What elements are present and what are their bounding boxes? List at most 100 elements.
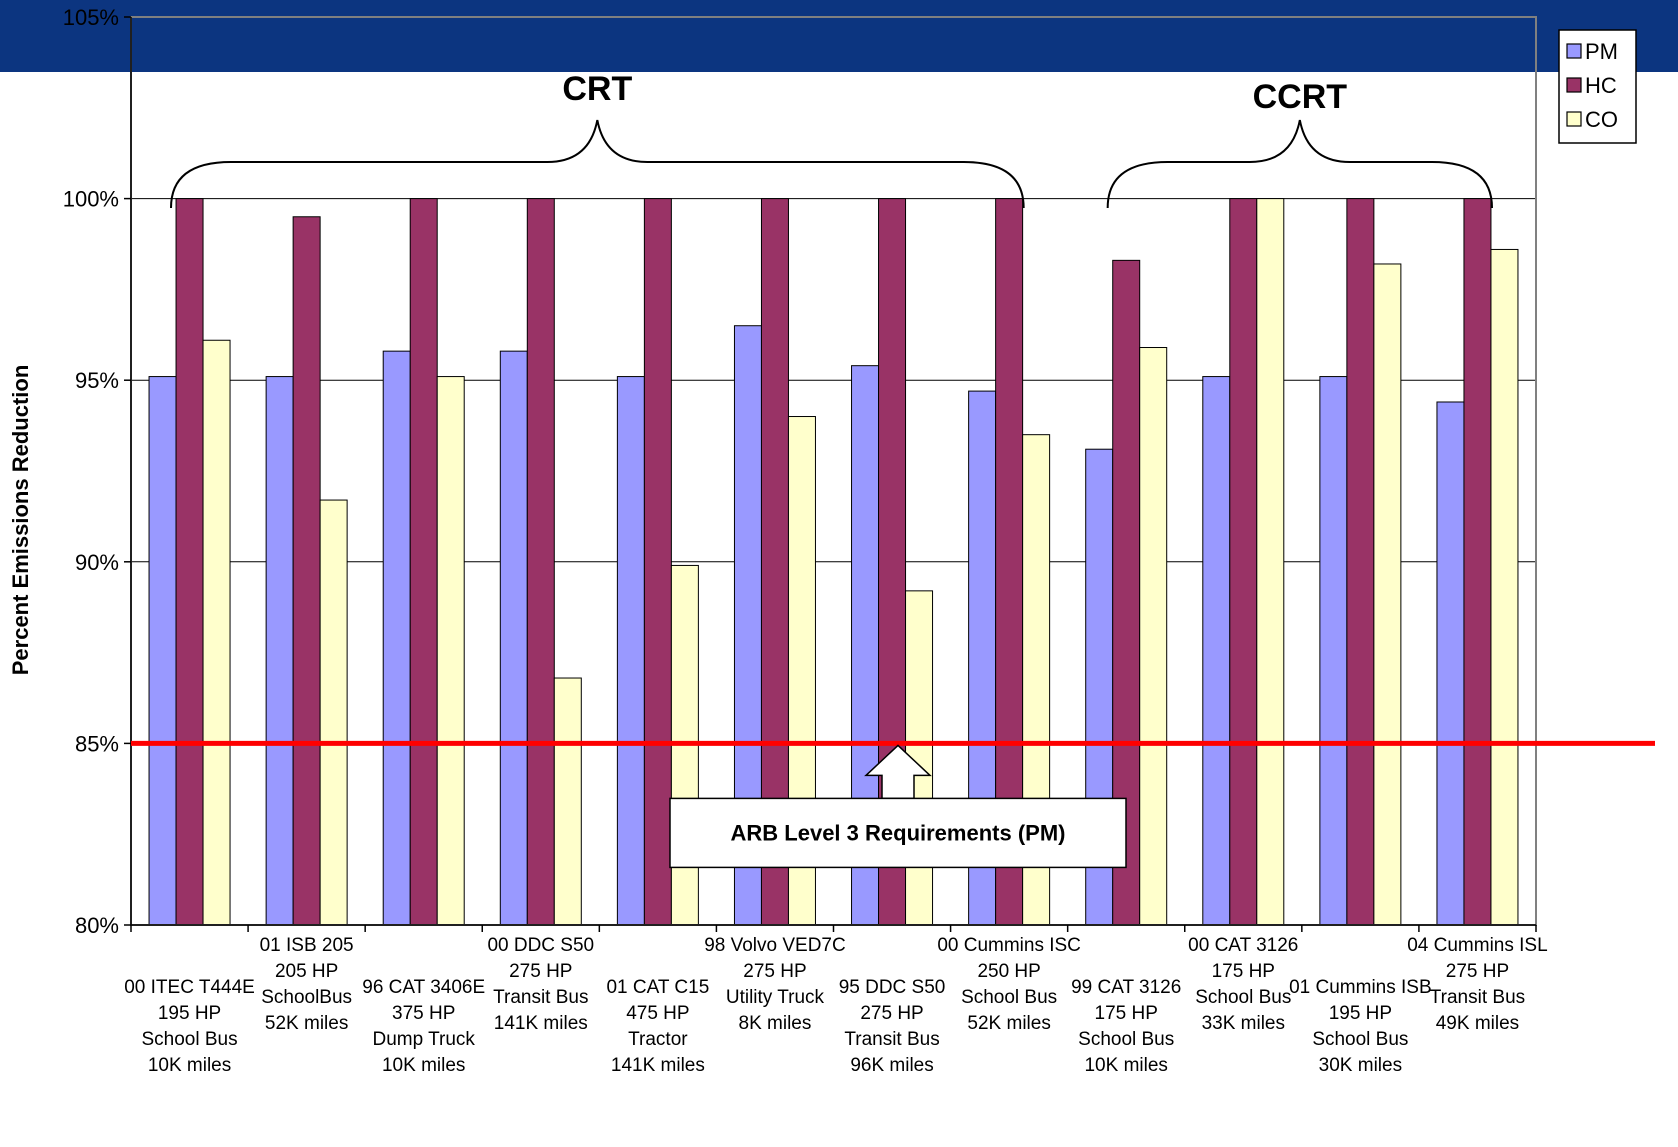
- category-label-line: 10K miles: [1084, 1055, 1167, 1076]
- group-braces: CRT CCRT: [170, 70, 1493, 209]
- category-label-8: 99 CAT 3126 175 HP School Bus 10K miles: [1071, 977, 1181, 1076]
- group-brace-crt: [170, 119, 1025, 209]
- category-label-line: 52K miles: [967, 1013, 1050, 1034]
- category-label-line: Dump Truck: [372, 1029, 475, 1050]
- category-label-line: 175 HP: [1095, 1003, 1158, 1024]
- bar-hc-3: [526, 198, 555, 926]
- bar-co-3: [553, 677, 582, 926]
- category-label-line: SchoolBus: [261, 987, 352, 1008]
- category-label-line: 275 HP: [1446, 961, 1509, 982]
- legend-label-pm: PM: [1585, 39, 1618, 64]
- category-label-line: School Bus: [141, 1029, 237, 1050]
- bar-pm-9: [1202, 376, 1231, 926]
- category-label-line: 195 HP: [1329, 1003, 1392, 1024]
- group-brace-ccrt: [1106, 119, 1493, 209]
- category-label-line: 96 CAT 3406E: [362, 977, 485, 998]
- category-label-line: 141K miles: [611, 1055, 705, 1076]
- bar-hc-10: [1346, 198, 1375, 926]
- category-label-10: 01 Cummins ISB 195 HP School Bus 30K miles: [1289, 977, 1432, 1076]
- y-tick-label-80%: 80%: [75, 913, 119, 938]
- category-label-line: 96K miles: [850, 1055, 933, 1076]
- category-label-5: 98 Volvo VED7C 275 HP Utility Truck 8K mile…: [704, 935, 846, 1034]
- reference-line-group: ARB Level 3 Requirements (PM): [131, 740, 1655, 869]
- category-label-line: 375 HP: [392, 1003, 455, 1024]
- category-label-line: 195 HP: [158, 1003, 221, 1024]
- legend: PM HC CO: [1558, 29, 1637, 144]
- bar-hc-1: [292, 216, 321, 926]
- group-label-crt: CRT: [562, 70, 632, 108]
- category-label-line: 250 HP: [977, 961, 1040, 982]
- category-label-6: 95 DDC S50 275 HP Transit Bus 96K miles: [839, 977, 946, 1076]
- bar-hc-11: [1463, 198, 1492, 926]
- category-label-line: 95 DDC S50: [839, 977, 946, 998]
- category-label-line: Transit Bus: [844, 1029, 939, 1050]
- category-label-9: 00 CAT 3126 175 HP School Bus 33K miles: [1188, 935, 1298, 1034]
- bar-pm-2: [382, 350, 411, 926]
- bar-pm-11: [1436, 401, 1465, 926]
- category-label-line: Utility Truck: [726, 987, 825, 1008]
- category-label-line: 275 HP: [860, 1003, 923, 1024]
- category-label-0: 00 ITEC T444E 195 HP School Bus 10K miles: [124, 977, 255, 1076]
- category-label-1: 01 ISB 205 205 HP SchoolBus 52K miles: [260, 935, 354, 1034]
- category-label-line: 10K miles: [382, 1055, 465, 1076]
- category-label-line: School Bus: [1312, 1029, 1408, 1050]
- category-label-line: 49K miles: [1436, 1013, 1519, 1034]
- y-tick-label-100%: 100%: [63, 187, 119, 212]
- annotation-box: [669, 797, 1127, 869]
- legend-swatch-pm: [1566, 43, 1582, 59]
- bar-pm-10: [1319, 376, 1348, 926]
- category-label-line: 175 HP: [1212, 961, 1275, 982]
- bar-hc-4: [643, 198, 672, 926]
- category-label-line: 00 CAT 3126: [1188, 935, 1298, 956]
- category-labels: 00 ITEC T444E 195 HP School Bus 10K miles 01…: [124, 935, 1547, 1076]
- y-tick-label-95%: 95%: [75, 368, 119, 393]
- bar-co-8: [1139, 347, 1168, 926]
- legend-swatch-hc: [1566, 77, 1582, 93]
- bar-co-2: [436, 376, 465, 926]
- y-tick-label-105%: 105%: [63, 5, 119, 30]
- y-tick-label-85%: 85%: [75, 731, 119, 756]
- category-label-line: 00 DDC S50: [487, 935, 594, 956]
- bar-pm-4: [616, 376, 645, 926]
- bar-co-11: [1490, 248, 1519, 926]
- category-label-line: Tractor: [628, 1029, 688, 1050]
- category-label-line: Transit Bus: [493, 987, 588, 1008]
- group-label-ccrt: CCRT: [1253, 78, 1348, 116]
- category-label-line: School Bus: [1195, 987, 1291, 1008]
- annotation-text: ARB Level 3 Requirements (PM): [731, 820, 1066, 845]
- category-label-7: 00 Cummins ISC 250 HP School Bus 52K miles: [937, 935, 1081, 1034]
- category-label-3: 00 DDC S50 275 HP Transit Bus 141K miles: [487, 935, 594, 1034]
- bar-co-9: [1256, 198, 1285, 926]
- category-label-line: 8K miles: [739, 1013, 812, 1034]
- legend-swatch-co: [1566, 111, 1582, 127]
- category-label-line: School Bus: [1078, 1029, 1174, 1050]
- category-label-line: 01 CAT C15: [606, 977, 709, 998]
- category-label-line: 01 ISB 205: [260, 935, 354, 956]
- category-label-line: 01 Cummins ISB: [1289, 977, 1432, 998]
- category-label-line: 99 CAT 3126: [1071, 977, 1181, 998]
- category-label-line: 141K miles: [494, 1013, 588, 1034]
- bar-pm-0: [148, 376, 177, 926]
- category-label-11: 04 Cummins ISL 275 HP Transit Bus 49K miles: [1407, 935, 1547, 1034]
- category-label-line: 10K miles: [148, 1055, 231, 1076]
- category-label-line: 98 Volvo VED7C: [704, 935, 846, 956]
- category-label-line: 52K miles: [265, 1013, 348, 1034]
- category-label-line: 275 HP: [509, 961, 572, 982]
- axes: [124, 16, 1537, 932]
- bar-co-10: [1373, 263, 1402, 926]
- category-label-line: 00 ITEC T444E: [124, 977, 255, 998]
- category-label-line: Transit Bus: [1430, 987, 1525, 1008]
- bar-co-0: [202, 339, 231, 926]
- legend-label-co: CO: [1585, 107, 1618, 132]
- bar-pm-1: [265, 376, 294, 926]
- category-label-4: 01 CAT C15 475 HP Tractor 141K miles: [606, 977, 709, 1076]
- bar-co-1: [319, 499, 348, 926]
- bar-hc-2: [409, 198, 438, 926]
- category-label-line: 205 HP: [275, 961, 338, 982]
- y-axis-label: Percent Emissions Reduction: [8, 365, 33, 676]
- header-band: [0, 0, 1678, 72]
- category-label-line: 33K miles: [1202, 1013, 1285, 1034]
- category-label-2: 96 CAT 3406E 375 HP Dump Truck 10K miles: [362, 977, 485, 1076]
- category-label-line: 275 HP: [743, 961, 806, 982]
